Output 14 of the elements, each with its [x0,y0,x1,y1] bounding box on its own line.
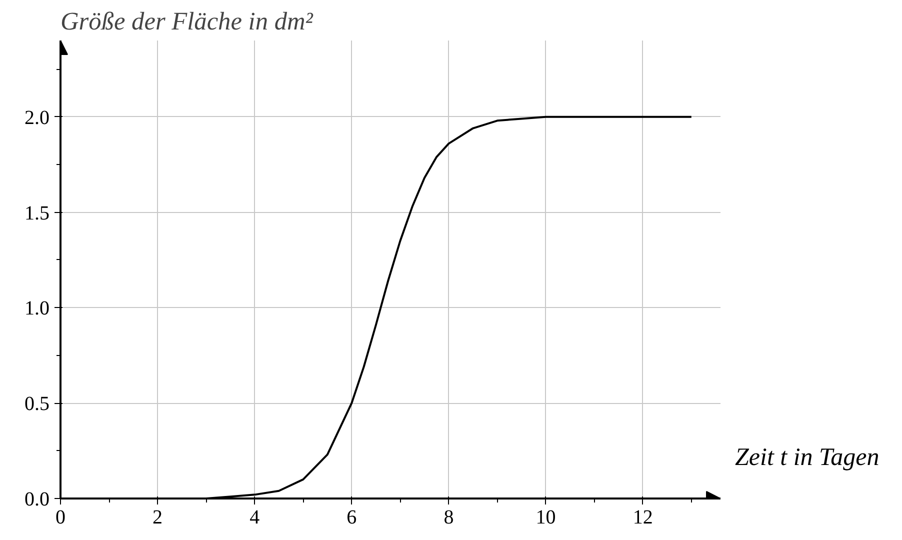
x-tick-label: 10 [536,506,556,528]
y-tick-label: 2.0 [24,106,50,129]
y-tick-label: 1.0 [24,298,50,320]
x-tick-label: 8 [444,506,454,528]
y-tick-label: 0.0 [24,488,50,510]
x-tick-label: 0 [56,506,66,528]
y-axis-title: Größe der Fläche in dm² [60,8,314,36]
x-tick-label: 2 [152,506,163,528]
x-tick-label: 12 [632,506,653,528]
x-axis-title: Zeit t in Tagen [735,443,880,473]
x-tick-label: 4 [250,506,260,528]
x-tick-label: 6 [346,506,357,528]
y-tick-label: 0.5 [24,393,50,416]
y-tick-label: 1.5 [24,202,50,224]
